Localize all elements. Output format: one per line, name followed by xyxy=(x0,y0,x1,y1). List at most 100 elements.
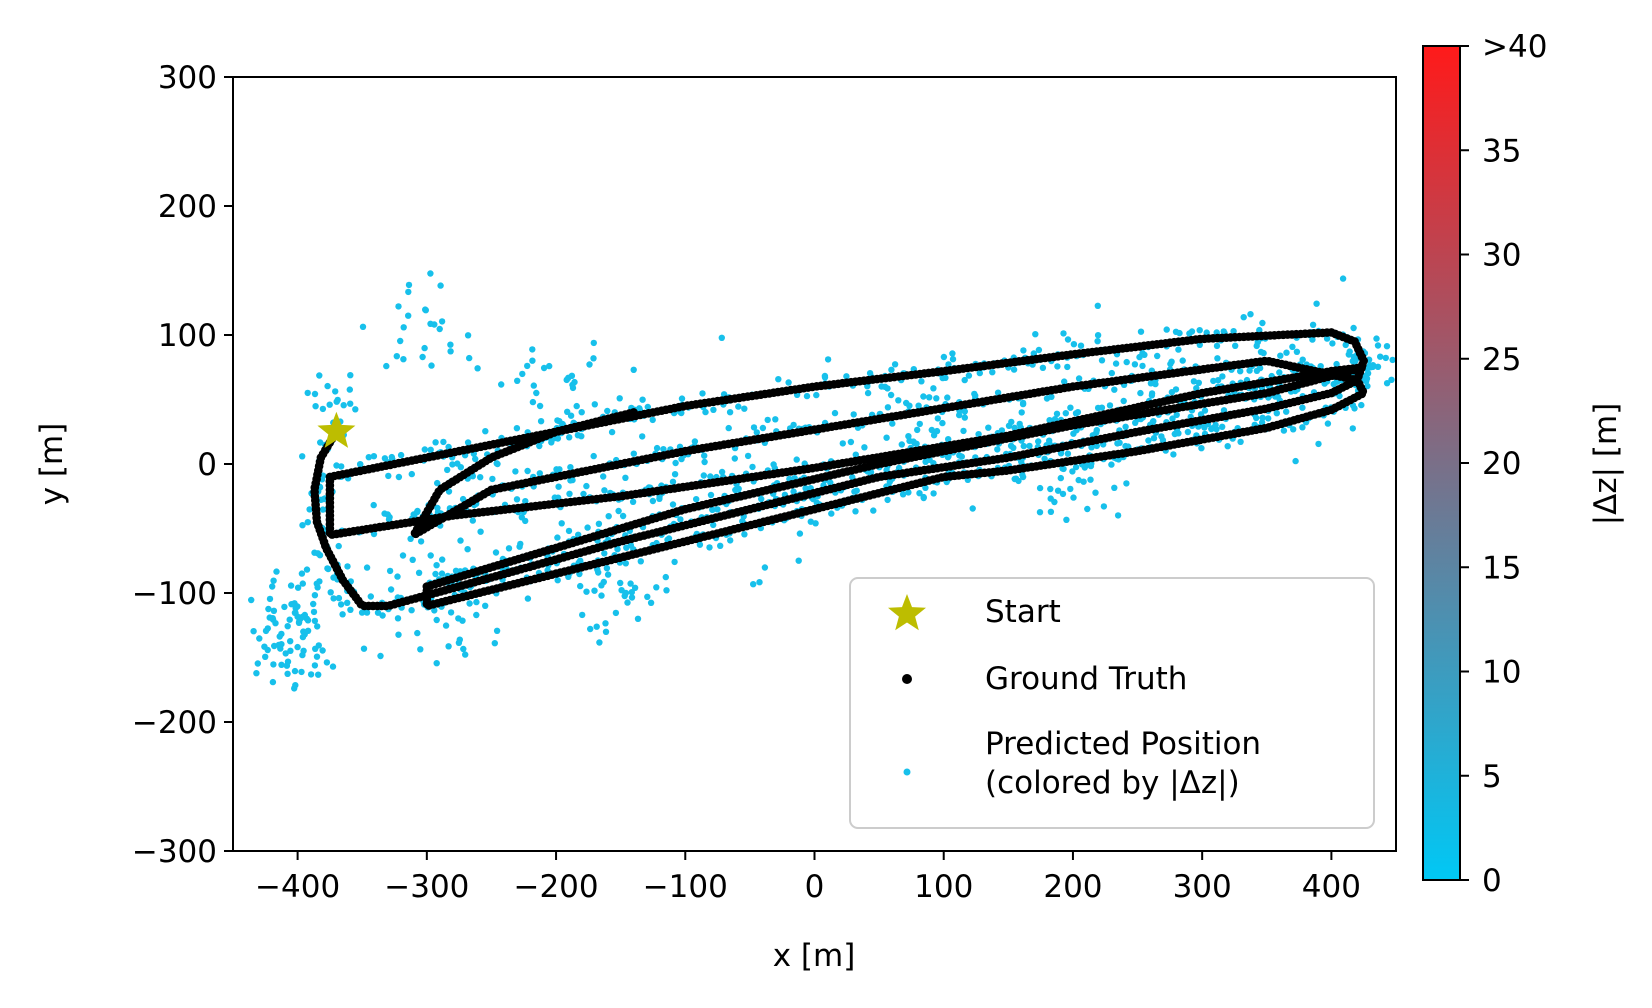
predicted-point xyxy=(340,402,347,409)
predicted-point xyxy=(253,670,260,677)
predicted-point xyxy=(1094,338,1101,345)
predicted-point xyxy=(1203,329,1210,336)
predicted-point xyxy=(864,389,872,397)
predicted-point xyxy=(961,414,968,421)
predicted-point xyxy=(628,594,636,601)
predicted-point xyxy=(1035,438,1042,445)
predicted-point xyxy=(1154,352,1161,360)
predicted-point xyxy=(884,404,892,411)
predicted-point xyxy=(270,607,278,614)
predicted-point xyxy=(311,617,319,625)
predicted-point xyxy=(596,639,603,646)
predicted-point xyxy=(649,497,657,505)
predicted-point xyxy=(397,451,405,459)
predicted-point xyxy=(1141,351,1148,358)
x-tick-label: 0 xyxy=(805,869,825,905)
predicted-point xyxy=(1019,471,1026,479)
predicted-point xyxy=(254,660,261,667)
predicted-point xyxy=(975,431,982,438)
predicted-point xyxy=(1230,328,1237,335)
predicted-point xyxy=(1315,440,1322,448)
predicted-point xyxy=(347,606,354,613)
predicted-point xyxy=(312,403,319,410)
predicted-point xyxy=(604,407,611,415)
predicted-point xyxy=(1179,357,1186,364)
predicted-point xyxy=(554,435,562,442)
predicted-point xyxy=(930,432,938,439)
predicted-point xyxy=(796,530,804,537)
predicted-point xyxy=(1196,341,1204,348)
predicted-point xyxy=(1064,450,1072,457)
predicted-point xyxy=(1198,445,1205,452)
predicted-point xyxy=(295,618,303,625)
predicted-point xyxy=(1108,461,1115,468)
predicted-point xyxy=(482,602,489,609)
predicted-point xyxy=(317,439,324,446)
predicted-point xyxy=(1032,331,1039,338)
predicted-point xyxy=(437,282,444,289)
predicted-point xyxy=(512,468,519,475)
predicted-point xyxy=(1188,328,1196,335)
predicted-point xyxy=(462,651,469,658)
colorbar-title: |Δz| [m] xyxy=(1588,403,1624,526)
predicted-point xyxy=(1122,423,1129,430)
predicted-point xyxy=(598,582,605,589)
predicted-point xyxy=(1247,311,1254,318)
predicted-point xyxy=(565,573,572,580)
predicted-point xyxy=(985,424,992,431)
predicted-point xyxy=(374,609,382,616)
predicted-point xyxy=(678,395,686,402)
predicted-point xyxy=(294,584,302,591)
predicted-point xyxy=(1057,474,1065,482)
predicted-point xyxy=(764,416,771,424)
predicted-point xyxy=(477,528,484,535)
predicted-point xyxy=(1345,351,1353,358)
x-tick-label: −200 xyxy=(513,869,598,905)
predicted-point xyxy=(447,348,454,355)
predicted-point xyxy=(384,511,391,518)
y-axis: −300 −200 −100 0 100 200 300 xyxy=(132,60,233,870)
predicted-point xyxy=(1041,455,1048,462)
y-tick-label: 300 xyxy=(158,60,217,96)
predicted-point xyxy=(604,571,612,578)
predicted-point xyxy=(472,455,479,463)
predicted-point xyxy=(536,402,544,410)
predicted-point xyxy=(1163,326,1170,333)
predicted-point xyxy=(672,459,679,467)
predicted-point xyxy=(408,470,415,478)
predicted-point xyxy=(718,334,725,341)
predicted-point xyxy=(701,452,708,459)
predicted-point xyxy=(574,432,582,439)
predicted-point xyxy=(264,646,271,654)
predicted-point xyxy=(647,599,655,606)
predicted-point xyxy=(370,501,377,509)
predicted-point xyxy=(491,640,498,647)
colorbar-tick-label: 30 xyxy=(1482,238,1521,274)
predicted-point xyxy=(584,524,591,531)
predicted-point xyxy=(385,472,392,480)
predicted-point xyxy=(379,612,386,619)
predicted-point xyxy=(339,611,346,618)
predicted-point xyxy=(965,372,973,379)
predicted-point xyxy=(433,562,440,569)
predicted-point xyxy=(1309,336,1316,343)
x-tick-label: −100 xyxy=(643,869,728,905)
predicted-point xyxy=(324,382,331,390)
predicted-point xyxy=(554,577,561,584)
legend-label-predicted: Predicted Position (colored by |Δz|) xyxy=(985,726,1271,801)
predicted-point xyxy=(701,458,708,466)
predicted-point xyxy=(634,615,642,622)
predicted-point xyxy=(630,366,637,373)
predicted-point xyxy=(945,436,952,443)
predicted-point xyxy=(288,601,295,608)
predicted-point xyxy=(319,405,327,413)
predicted-point xyxy=(577,582,584,590)
predicted-point xyxy=(741,405,748,412)
predicted-point xyxy=(1075,476,1082,484)
predicted-point xyxy=(265,605,272,613)
predicted-point xyxy=(898,441,905,448)
predicted-point xyxy=(304,519,311,526)
predicted-point xyxy=(567,464,574,471)
predicted-point xyxy=(1382,354,1390,362)
predicted-point xyxy=(580,490,587,498)
